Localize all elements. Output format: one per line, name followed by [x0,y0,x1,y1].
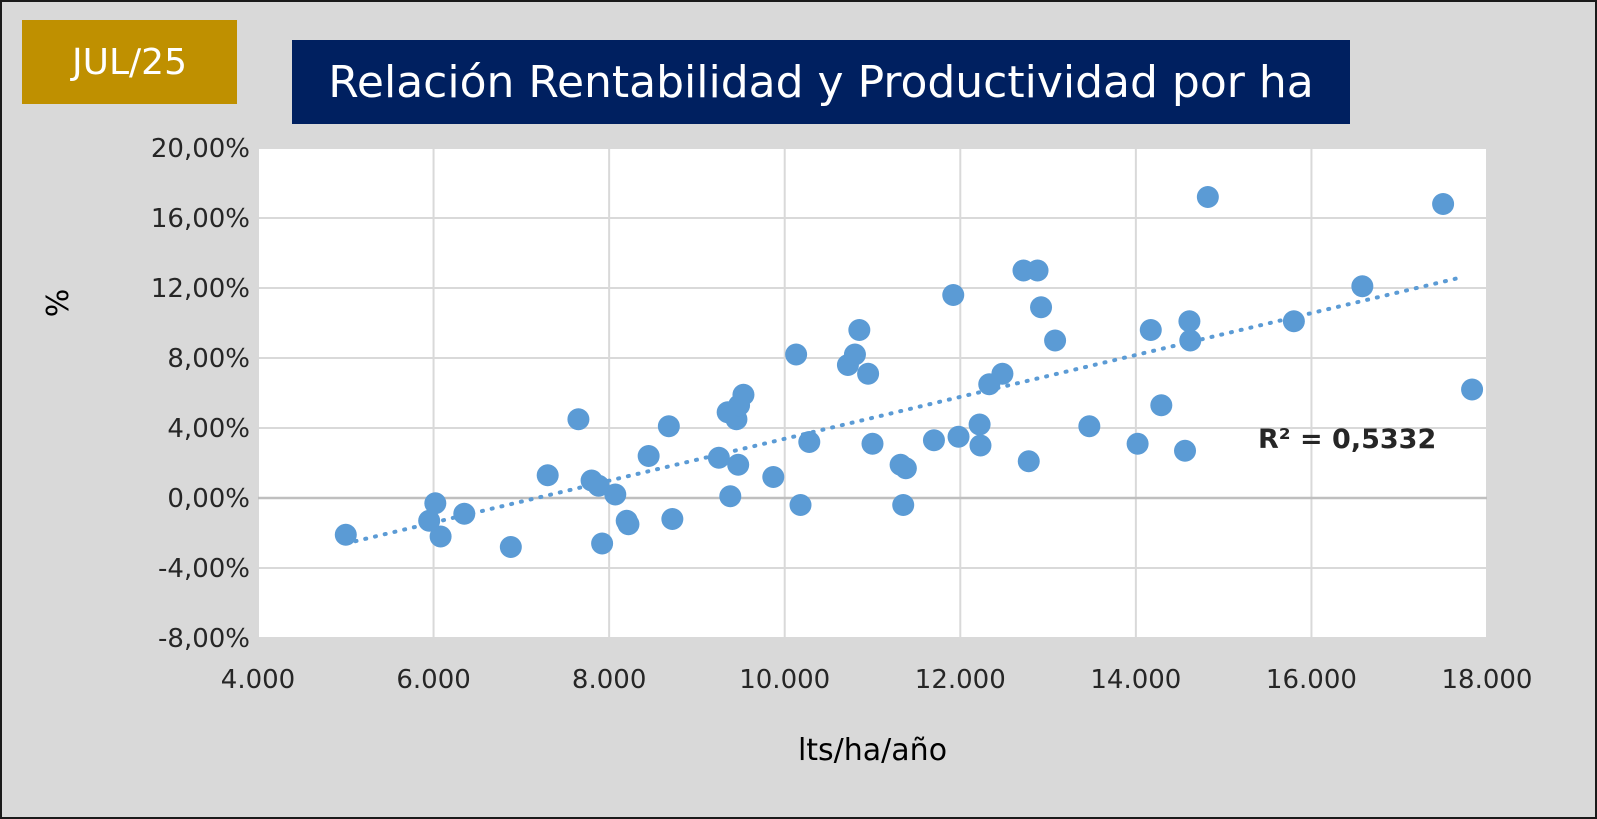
data-point [732,383,755,406]
data-point [424,492,447,515]
trendline [343,275,1463,546]
tick-labels: 4.000 6.000 8.000 10.000 12.000 14.000 16.000 1… [151,134,1533,695]
data-point [1126,432,1149,455]
data-points [334,186,1484,558]
x-tick-label: 18.000 [1442,665,1533,695]
y-tick-label: 12,00% [151,274,250,304]
data-point [334,523,357,546]
y-tick-label: 8,00% [167,344,250,374]
data-point [857,362,880,385]
data-point [785,343,808,366]
y-tick-label: 0,00% [167,484,250,514]
data-point [1178,310,1201,333]
data-point [1139,319,1162,341]
x-tick-label: 16.000 [1266,665,1357,695]
data-point [1351,275,1374,298]
data-point [499,536,522,558]
data-point [1282,310,1305,333]
data-point [1432,193,1455,215]
data-point [1179,329,1202,352]
chart-title: Relación Rentabilidad y Productividad po… [292,40,1350,124]
data-point [969,434,992,457]
date-badge: JUL/25 [22,20,237,104]
x-tick-label: 4.000 [221,665,295,695]
x-tick-label: 14.000 [1090,665,1181,695]
data-point [429,525,452,548]
data-point [947,425,970,448]
data-point [637,445,660,467]
x-tick-label: 12.000 [915,665,1006,695]
data-point [789,494,812,516]
data-point [587,474,610,497]
y-tick-label: 4,00% [167,414,250,444]
data-point [762,466,785,488]
x-tick-label: 10.000 [739,665,830,695]
data-point [843,343,866,366]
y-tick-label: 16,00% [151,204,250,234]
data-point [1017,450,1040,473]
data-point [661,508,684,530]
data-point [861,432,884,455]
data-point [1196,186,1219,208]
data-point [1078,415,1101,438]
data-point [453,502,476,525]
gridlines [257,147,1488,639]
data-point [991,362,1014,385]
data-point [1044,329,1067,352]
plot-area [258,148,1487,638]
data-point [719,485,742,508]
data-point [1030,296,1053,319]
data-point [892,494,915,516]
data-point [591,532,614,555]
data-point [727,453,750,476]
data-point [968,413,991,436]
data-point [798,431,821,453]
data-point [567,408,590,431]
x-tick-label: 8.000 [572,665,646,695]
data-point [536,464,559,487]
y-tick-label: 20,00% [151,134,250,164]
data-point [617,513,640,536]
data-point [1461,378,1484,401]
data-point [707,446,730,469]
data-point [1026,259,1049,282]
data-point [922,429,945,452]
r-squared-annotation: R² = 0,5332 [1258,424,1436,455]
data-point [1150,394,1173,417]
trendline-group [343,275,1463,546]
data-point [894,457,917,480]
data-point [657,415,680,438]
y-tick-label: -4,00% [158,554,250,584]
x-tick-label: 6.000 [396,665,470,695]
data-point [942,284,965,306]
data-point [418,509,441,532]
data-point [848,319,871,341]
data-point [604,483,627,506]
x-axis-title: lts/ha/año [798,733,947,768]
data-point [1174,439,1197,462]
y-axis-title: % [41,289,76,318]
y-tick-label: -8,00% [158,624,250,654]
